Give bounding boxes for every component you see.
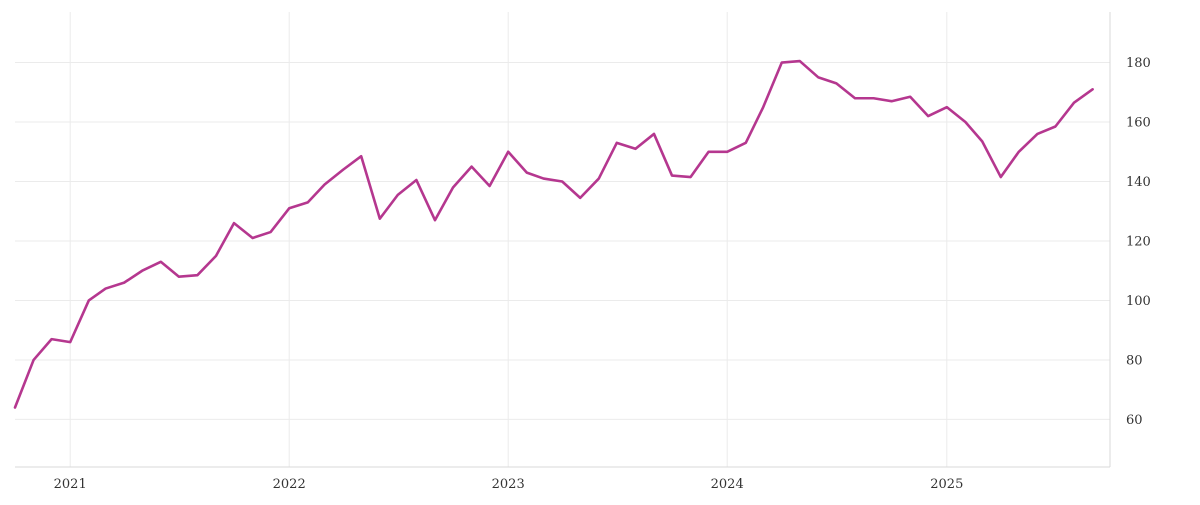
y-tick-label-60: 60 (1126, 413, 1143, 428)
data-point-0-9 (177, 275, 181, 279)
tick-label-layer: 60 80 100 120 140 160 180 2021 2022 2023 2024 2025 (54, 56, 1151, 492)
data-point-0-0 (13, 406, 17, 410)
x-tick-label-2024: 2024 (711, 477, 744, 492)
data-point-0-17 (323, 182, 327, 186)
y-tick-label-180: 180 (1126, 56, 1151, 71)
data-point-0-44 (816, 75, 820, 79)
data-point-0-3 (68, 340, 72, 344)
data-point-0-1 (32, 358, 36, 362)
y-tick-label-100: 100 (1126, 294, 1151, 309)
data-point-0-33 (615, 141, 619, 145)
data-point-0-27 (506, 150, 510, 154)
data-point-0-32 (597, 177, 601, 181)
data-point-0-15 (287, 206, 291, 210)
data-point-0-29 (542, 177, 546, 181)
data-point-0-4 (87, 298, 91, 302)
y-tick-label-140: 140 (1126, 175, 1151, 190)
data-point-0-23 (433, 218, 437, 222)
y-tick-label-120: 120 (1126, 234, 1151, 249)
data-point-0-47 (872, 96, 876, 100)
data-point-0-8 (159, 260, 163, 264)
data-point-0-38 (707, 150, 711, 154)
data-point-0-11 (214, 254, 218, 258)
data-point-0-20 (378, 217, 382, 221)
data-point-0-6 (122, 281, 126, 285)
data-point-0-54 (999, 175, 1003, 179)
series-line-0 (13, 59, 1094, 409)
data-point-0-22 (414, 178, 418, 182)
data-point-0-52 (963, 120, 967, 124)
grid-layer (15, 12, 1110, 467)
data-point-0-16 (306, 200, 310, 204)
data-point-0-49 (908, 95, 912, 99)
data-point-0-51 (945, 105, 949, 109)
data-point-0-18 (341, 168, 345, 172)
data-point-0-50 (926, 114, 930, 118)
data-point-0-31 (578, 196, 582, 200)
data-point-0-58 (1072, 101, 1076, 105)
data-point-0-53 (980, 139, 984, 143)
data-point-0-45 (834, 81, 838, 85)
data-point-0-24 (451, 185, 455, 189)
data-point-0-57 (1053, 124, 1057, 128)
data-point-0-37 (689, 175, 693, 179)
data-point-0-5 (104, 287, 108, 291)
data-point-0-55 (1017, 150, 1021, 154)
data-point-0-2 (50, 337, 54, 341)
data-point-0-35 (652, 132, 656, 136)
series-layer (13, 59, 1095, 410)
data-point-0-36 (670, 174, 674, 178)
data-point-0-26 (488, 184, 492, 188)
axis-layer (15, 12, 1111, 468)
x-tick-label-2022: 2022 (273, 477, 306, 492)
data-point-0-39 (725, 150, 729, 154)
data-point-0-42 (780, 61, 784, 65)
data-point-0-43 (798, 59, 802, 63)
data-point-0-14 (269, 230, 273, 234)
data-point-0-21 (396, 193, 400, 197)
y-tick-label-80: 80 (1126, 353, 1143, 368)
x-tick-label-2023: 2023 (492, 477, 525, 492)
data-point-0-7 (140, 269, 144, 273)
y-tick-label-160: 160 (1126, 116, 1151, 131)
data-point-0-41 (761, 105, 765, 109)
data-point-0-30 (560, 180, 564, 184)
data-point-0-19 (359, 154, 363, 158)
data-point-0-28 (525, 171, 529, 175)
data-point-0-25 (470, 165, 474, 169)
data-point-0-12 (232, 221, 236, 225)
data-point-0-48 (890, 99, 894, 103)
data-point-0-13 (251, 236, 255, 240)
data-point-0-34 (633, 147, 637, 151)
x-tick-label-2021: 2021 (54, 477, 87, 492)
data-point-0-56 (1035, 132, 1039, 136)
data-point-0-40 (744, 141, 748, 145)
data-point-0-10 (195, 273, 199, 277)
data-point-0-59 (1091, 87, 1095, 91)
x-tick-label-2025: 2025 (930, 477, 963, 492)
data-point-0-46 (853, 96, 857, 100)
